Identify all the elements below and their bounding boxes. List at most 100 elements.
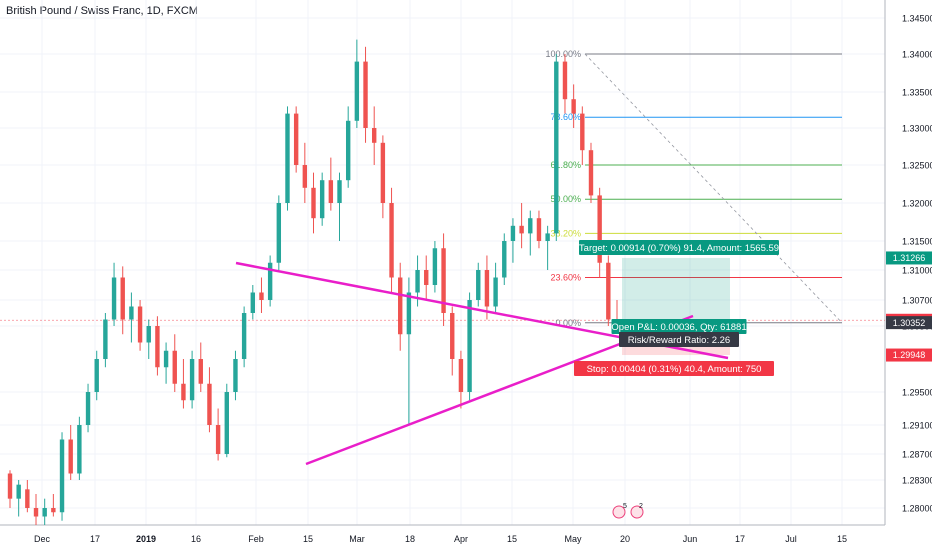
event-count-label: 5 (623, 503, 627, 510)
candle-body (267, 262, 273, 300)
x-tick-label: Dec (34, 534, 51, 544)
candle-body (606, 262, 611, 320)
candle-body (493, 277, 498, 307)
candle-body (16, 484, 21, 499)
candle-body (345, 120, 351, 181)
pnl-label-box (611, 319, 747, 334)
rr-label-box (619, 332, 739, 347)
candle-body (85, 392, 91, 425)
candle-body (155, 326, 160, 368)
y-tick-label: 1.29500 (902, 388, 932, 398)
price-tag-label: 1.30352 (893, 318, 926, 328)
candle-body (450, 313, 455, 359)
x-tick-label: 20 (620, 534, 630, 544)
x-tick-label: 2019 (136, 534, 156, 544)
x-tick-label: Jun (683, 534, 698, 544)
candle-body (311, 187, 316, 219)
candle-body (458, 359, 464, 392)
candle-body (33, 508, 39, 517)
candle-body (172, 350, 177, 384)
x-tick-label: Mar (349, 534, 365, 544)
candle-body (597, 195, 602, 263)
chart-title: British Pound / Swiss Franc, 1D, FXCM (6, 5, 198, 17)
x-tick-label: 16 (191, 534, 201, 544)
y-tick-label: 1.31500 (902, 237, 932, 247)
y-tick-label: 1.28300 (902, 476, 932, 486)
target-zone (622, 257, 730, 323)
y-tick-label: 1.28700 (902, 450, 932, 460)
fib-level-label: 0.00% (555, 318, 581, 328)
stop-label-box (574, 361, 774, 376)
target-label-box (579, 240, 779, 255)
fib-trend-line (584, 53, 843, 324)
candle-body (432, 248, 438, 285)
price-tag-box (886, 348, 932, 362)
y-tick-label: 1.32500 (902, 161, 932, 171)
candle-body (233, 359, 238, 392)
x-tick-label: 17 (90, 534, 100, 544)
candle-body (207, 383, 212, 425)
candle-body (293, 113, 299, 165)
fib-level-label: 23.60% (550, 273, 581, 283)
x-tick-label: Feb (248, 534, 264, 544)
candle-body (42, 508, 47, 517)
y-tick-label: 1.30700 (902, 296, 932, 306)
candle-body (476, 270, 481, 300)
candle-body (215, 425, 221, 454)
candle-body (328, 180, 334, 203)
candle-body (580, 113, 585, 151)
candle-body (241, 313, 247, 359)
candle-body (51, 508, 56, 513)
pnl-label: Open P&L: 0.00036, Qty: 61881 (611, 322, 746, 333)
candle-body (415, 270, 420, 293)
target-label: Target: 0.00914 (0.70%) 91.4, Amount: 15… (579, 243, 779, 254)
price-tag-label: 1.29948 (893, 350, 926, 360)
candle-body (77, 425, 82, 474)
stop-label: Stop: 0.00404 (0.31%) 40.4, Amount: 750 (587, 364, 762, 375)
candle-body (276, 203, 282, 263)
candle-body (189, 359, 195, 401)
y-tick-label: 1.34500 (902, 14, 932, 24)
candle-body (519, 225, 524, 234)
y-tick-label: 1.31000 (902, 266, 932, 276)
candle-body (181, 383, 186, 401)
economic-event-icon (612, 505, 626, 519)
x-tick-label: May (564, 534, 582, 544)
candle-body (363, 61, 368, 128)
rr-label: Risk/Reward Ratio: 2.26 (628, 335, 730, 346)
fib-level-label: 61.80% (550, 160, 581, 170)
candle-body (398, 277, 403, 335)
candle-body (302, 165, 308, 188)
candle-body (120, 277, 125, 320)
candle-body (163, 350, 169, 368)
candle-body (198, 359, 203, 384)
price-tag-box (886, 251, 932, 265)
candle-body (146, 326, 151, 343)
candle-body (259, 292, 264, 300)
candle-body (111, 277, 117, 320)
x-tick-label: Apr (454, 534, 468, 544)
candle-body (588, 150, 594, 196)
candle-body (94, 359, 99, 392)
fib-level-label: 38.20% (550, 228, 581, 238)
candle-body (285, 113, 290, 203)
x-tick-label: 15 (303, 534, 313, 544)
event-count-label: 2 (639, 503, 643, 510)
candle-body (319, 180, 325, 219)
candle-body (103, 319, 108, 359)
fib-level-label: 100.00% (545, 49, 581, 59)
candle-body (389, 203, 394, 278)
candle-body (372, 128, 377, 143)
candle-body (25, 489, 30, 508)
candle-body (354, 61, 360, 121)
candle-body (562, 61, 568, 100)
candle-body (224, 392, 229, 454)
candle-body (7, 473, 13, 499)
price-tag-label: 1.31266 (893, 253, 926, 263)
candle-body (137, 306, 143, 343)
y-tick-label: 1.33000 (902, 124, 932, 134)
price-tag-box (886, 316, 932, 330)
candle-body (424, 270, 429, 285)
candle-body (554, 61, 559, 234)
